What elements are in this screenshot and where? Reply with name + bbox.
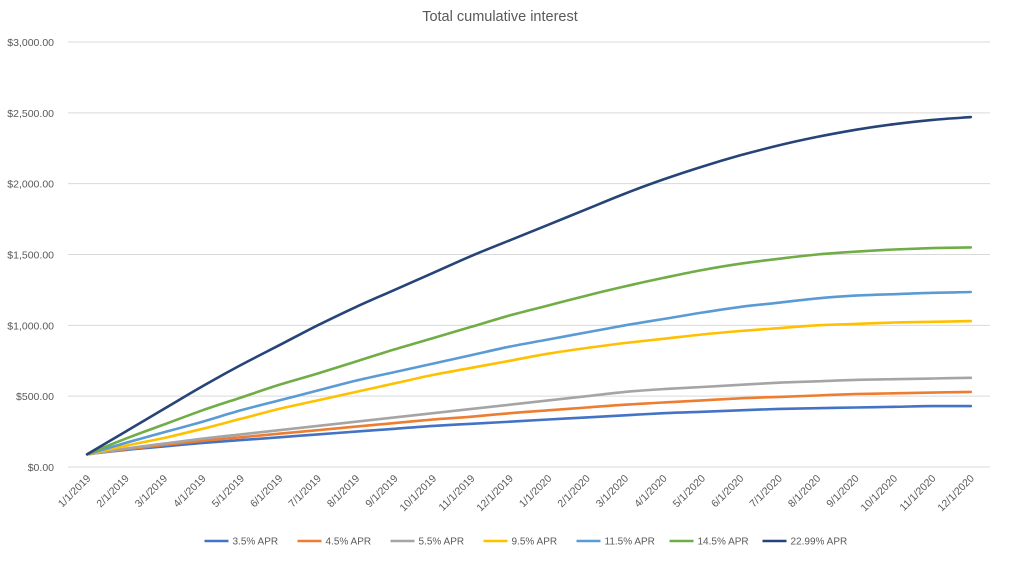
legend-item: 3.5% APR [204, 537, 279, 548]
y-tick-label: $2,500.00 [7, 108, 54, 120]
series-line [85, 376, 973, 456]
y-tick-label: $0.00 [28, 462, 54, 474]
x-tick-label: 1/1/2020 [517, 473, 554, 510]
x-tick-label: 5/1/2019 [210, 473, 247, 510]
x-tick-label: 9/1/2019 [363, 473, 400, 510]
x-tick-label: 2/1/2019 [94, 473, 131, 510]
legend-item: 11.5% APR [576, 537, 655, 548]
y-tick-label: $3,000.00 [7, 37, 54, 49]
x-tick-label: 9/1/2020 [824, 473, 861, 510]
x-tick-label: 10/1/2019 [398, 473, 440, 515]
y-tick-label: $1,000.00 [7, 320, 54, 332]
x-tick-label: 10/1/2020 [859, 473, 901, 515]
x-tick-label: 6/1/2019 [248, 473, 285, 510]
y-axis-labels: $0.00 $500.00 $1,000.00 $1,500.00 $2,000.00 $… [7, 37, 54, 474]
x-tick-label: 12/1/2019 [474, 473, 516, 515]
series-line [85, 390, 973, 456]
series-line [85, 115, 973, 456]
x-tick-label: 5/1/2020 [671, 473, 708, 510]
x-tick-label: 4/1/2020 [632, 473, 669, 510]
x-tick-label: 11/1/2019 [437, 473, 478, 514]
series-line [85, 319, 973, 456]
x-tick-label: 8/1/2019 [325, 473, 362, 510]
x-tick-label: 12/1/2020 [935, 473, 977, 515]
gridlines [68, 41, 990, 468]
legend-label: 22.99% APR [791, 537, 848, 548]
x-tick-label: 2/1/2020 [555, 473, 592, 510]
legend-label: 14.5% APR [698, 537, 749, 548]
y-tick-label: $500.00 [16, 391, 54, 403]
legend-item: 5.5% APR [390, 537, 465, 548]
legend-label: 3.5% APR [233, 537, 279, 548]
y-tick-label: $2,000.00 [7, 179, 54, 191]
legend-item: 22.99% APR [762, 537, 848, 548]
x-tick-label: 4/1/2019 [171, 473, 208, 510]
series-line [85, 290, 973, 456]
chart-title: Total cumulative interest [422, 9, 578, 25]
x-tick-label: 7/1/2019 [286, 473, 323, 510]
x-tick-label: 1/1/2019 [56, 473, 93, 510]
legend-item: 9.5% APR [483, 537, 558, 548]
legend-label: 4.5% APR [326, 537, 372, 548]
x-tick-label: 11/1/2020 [898, 473, 939, 514]
x-tick-label: 3/1/2020 [594, 473, 631, 510]
x-axis-labels: 1/1/2019 2/1/2019 3/1/2019 4/1/2019 5/1/2019… [56, 473, 977, 515]
x-tick-label: 3/1/2019 [133, 473, 170, 510]
legend: 3.5% APR 4.5% APR 5.5% APR 9.5% APR 11.5% AP… [204, 537, 848, 548]
x-tick-label: 7/1/2020 [747, 473, 784, 510]
legend-label: 9.5% APR [512, 537, 558, 548]
x-tick-label: 6/1/2020 [709, 473, 746, 510]
series-lines [85, 115, 973, 456]
legend-label: 11.5% APR [605, 537, 655, 548]
legend-item: 4.5% APR [297, 537, 372, 548]
legend-label: 5.5% APR [419, 537, 465, 548]
legend-item: 14.5% APR [669, 537, 749, 548]
series-line [85, 246, 973, 456]
y-tick-label: $1,500.00 [7, 250, 54, 262]
series-line [85, 404, 973, 456]
x-tick-label: 8/1/2020 [786, 473, 823, 510]
